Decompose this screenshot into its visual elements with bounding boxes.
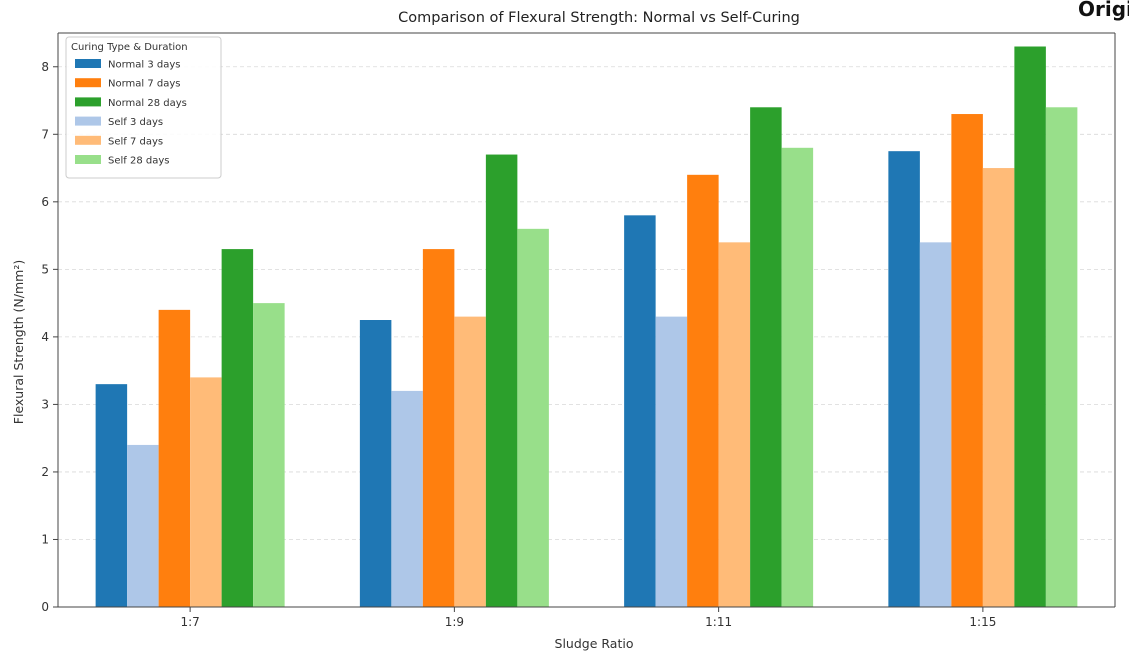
y-tick-label: 3 <box>41 397 49 411</box>
chart-title: Comparison of Flexural Strength: Normal … <box>398 10 800 26</box>
x-tick-label: 1:11 <box>705 615 732 629</box>
bar-normal-28-days-1:9 <box>485 154 518 607</box>
legend-swatch <box>75 59 101 68</box>
bar-self-28-days-1:11 <box>781 147 814 608</box>
bar-self-7-days-1:15 <box>982 168 1015 607</box>
legend-entry-label: Self 7 days <box>108 136 163 147</box>
legend-swatch <box>75 155 101 164</box>
legend-swatch <box>75 78 101 88</box>
bar-self-28-days-1:7 <box>253 303 285 607</box>
x-axis-title: Sludge Ratio <box>555 636 634 651</box>
legend-swatch <box>75 97 101 107</box>
x-ticks: 1:7 1:9 1:11 1:15 <box>180 607 996 629</box>
legend-swatch <box>75 135 101 145</box>
bar-normal-7-days-1:15 <box>951 114 983 608</box>
bar-normal-3-days-1:11 <box>624 215 656 607</box>
bar-self-28-days-1:15 <box>1045 107 1078 608</box>
bar-self-3-days-1:7 <box>127 444 159 607</box>
legend-box <box>65 36 222 179</box>
y-tick-label: 5 <box>41 262 49 276</box>
y-axis-title: Flexural Strength (N/mm²) <box>11 260 26 424</box>
legend-title: Curing Type & Duration <box>71 42 188 53</box>
legend-entry-label: Normal 28 days <box>108 98 187 109</box>
legend-entry-label: Self 28 days <box>108 156 169 167</box>
bar-self-3-days-1:9 <box>391 390 423 607</box>
x-tick-label: 1:15 <box>969 615 996 629</box>
y-tick-label: 4 <box>41 330 49 344</box>
bar-self-7-days-1:7 <box>190 377 222 607</box>
y-tick-label: 0 <box>41 600 49 614</box>
bar-self-7-days-1:9 <box>454 316 486 607</box>
axes <box>57 32 1116 608</box>
bar-normal-28-days-1:11 <box>750 107 782 608</box>
legend-entry-label: Normal 7 days <box>108 79 181 90</box>
bar-self-7-days-1:11 <box>718 242 751 607</box>
bars <box>95 46 1078 608</box>
y-tick-label: 2 <box>41 465 49 479</box>
x-tick-label: 1:9 <box>445 615 464 629</box>
bar-normal-3-days-1:7 <box>95 384 128 607</box>
bar-normal-7-days-1:7 <box>158 309 191 607</box>
bar-normal-28-days-1:7 <box>221 249 254 607</box>
corner-label: Original <box>1078 0 1129 21</box>
bar-normal-28-days-1:15 <box>1014 46 1046 608</box>
y-tick-label: 1 <box>41 532 49 546</box>
y-tick-label: 6 <box>41 195 49 209</box>
bar-self-3-days-1:11 <box>655 316 688 607</box>
bar-self-3-days-1:15 <box>919 242 952 607</box>
legend-entry-label: Self 3 days <box>108 117 163 128</box>
bar-normal-3-days-1:15 <box>888 151 920 608</box>
legend-swatch <box>75 116 101 126</box>
bar-self-28-days-1:9 <box>517 228 549 607</box>
legend-entry-label: Normal 3 days <box>108 60 181 71</box>
y-tick-label: 8 <box>41 60 49 74</box>
x-tick-label: 1:7 <box>180 615 199 629</box>
bar-normal-7-days-1:11 <box>687 174 719 607</box>
legend: Curing Type & Duration Normal 3 days Norma… <box>65 36 222 179</box>
y-tick-label: 7 <box>41 127 49 141</box>
bar-normal-3-days-1:9 <box>359 320 392 607</box>
bar-normal-7-days-1:9 <box>422 249 455 607</box>
y-ticks: 0 1 2 3 4 5 6 7 8 <box>41 60 58 614</box>
